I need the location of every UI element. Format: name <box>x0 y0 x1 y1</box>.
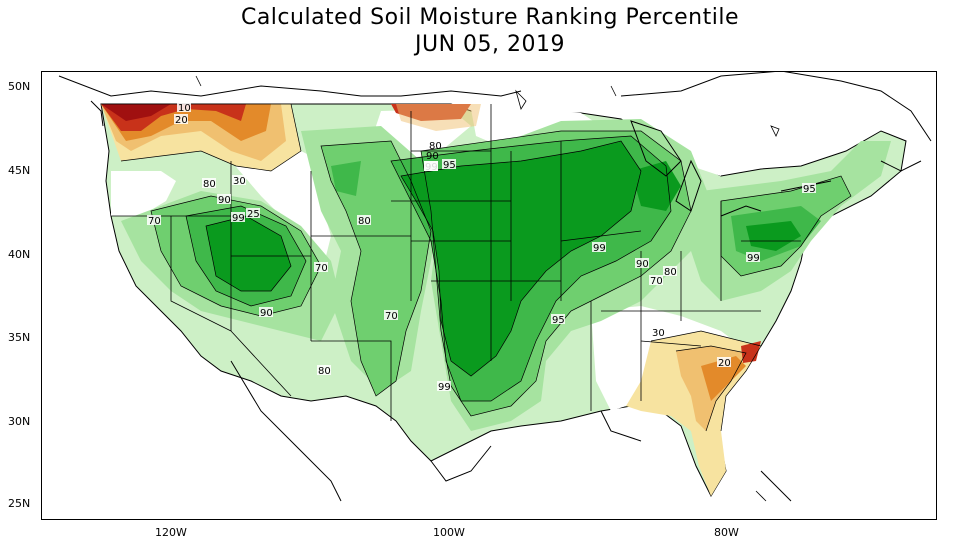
lon-label-80w: 80W <box>714 526 739 539</box>
contour-label: 80 <box>203 179 216 190</box>
soil-moisture-map: 10 20 30 70 80 90 99 25 70 80 80 90 99 7… <box>58 72 932 502</box>
contour-label: 99 <box>232 213 245 224</box>
lat-label-30n: 30N <box>8 415 31 428</box>
contour-label: 99 <box>438 382 451 393</box>
contour-label: 80 <box>318 366 331 377</box>
contour-label: 99 <box>747 253 760 264</box>
lon-label-100w: 100W <box>433 526 465 539</box>
map-title: Calculated Soil Moisture Ranking Percent… <box>240 5 740 30</box>
contour-label: 10 <box>178 103 191 114</box>
contour-label: 30 <box>652 328 665 339</box>
contour-label: 70 <box>148 216 161 227</box>
contour-label: 90 <box>218 195 231 206</box>
contour-label: 20 <box>175 115 188 126</box>
contour-label: 95 <box>803 184 816 195</box>
contour-label: 90 <box>636 259 649 270</box>
lon-label-120w: 120W <box>155 526 187 539</box>
contour-label: 95 <box>443 160 456 171</box>
contour-label: 70 <box>385 311 398 322</box>
contour-label: 25 <box>247 209 260 220</box>
map-date: JUN 05, 2019 <box>414 32 565 57</box>
lat-label-25n: 25N <box>8 497 31 510</box>
lat-label-45n: 45N <box>8 164 31 177</box>
contour-label: 95 <box>552 315 565 326</box>
contour-label: 70 <box>650 276 663 287</box>
map-frame: 10 20 30 70 80 90 99 25 70 80 80 90 99 7… <box>41 71 937 520</box>
contour-label: 90 <box>260 308 273 319</box>
contour-label: 99 <box>593 243 606 254</box>
contour-label: 80 <box>429 141 442 152</box>
contour-label: 20 <box>718 358 731 369</box>
contour-label: 80 <box>664 267 677 278</box>
lat-label-35n: 35N <box>8 331 31 344</box>
contour-label: 80 <box>358 216 371 227</box>
contour-label: 70 <box>315 263 328 274</box>
contour-label: 30 <box>233 176 246 187</box>
lat-label-40n: 40N <box>8 248 31 261</box>
lat-label-50n: 50N <box>8 80 31 93</box>
contour-label: 90 <box>426 151 439 162</box>
